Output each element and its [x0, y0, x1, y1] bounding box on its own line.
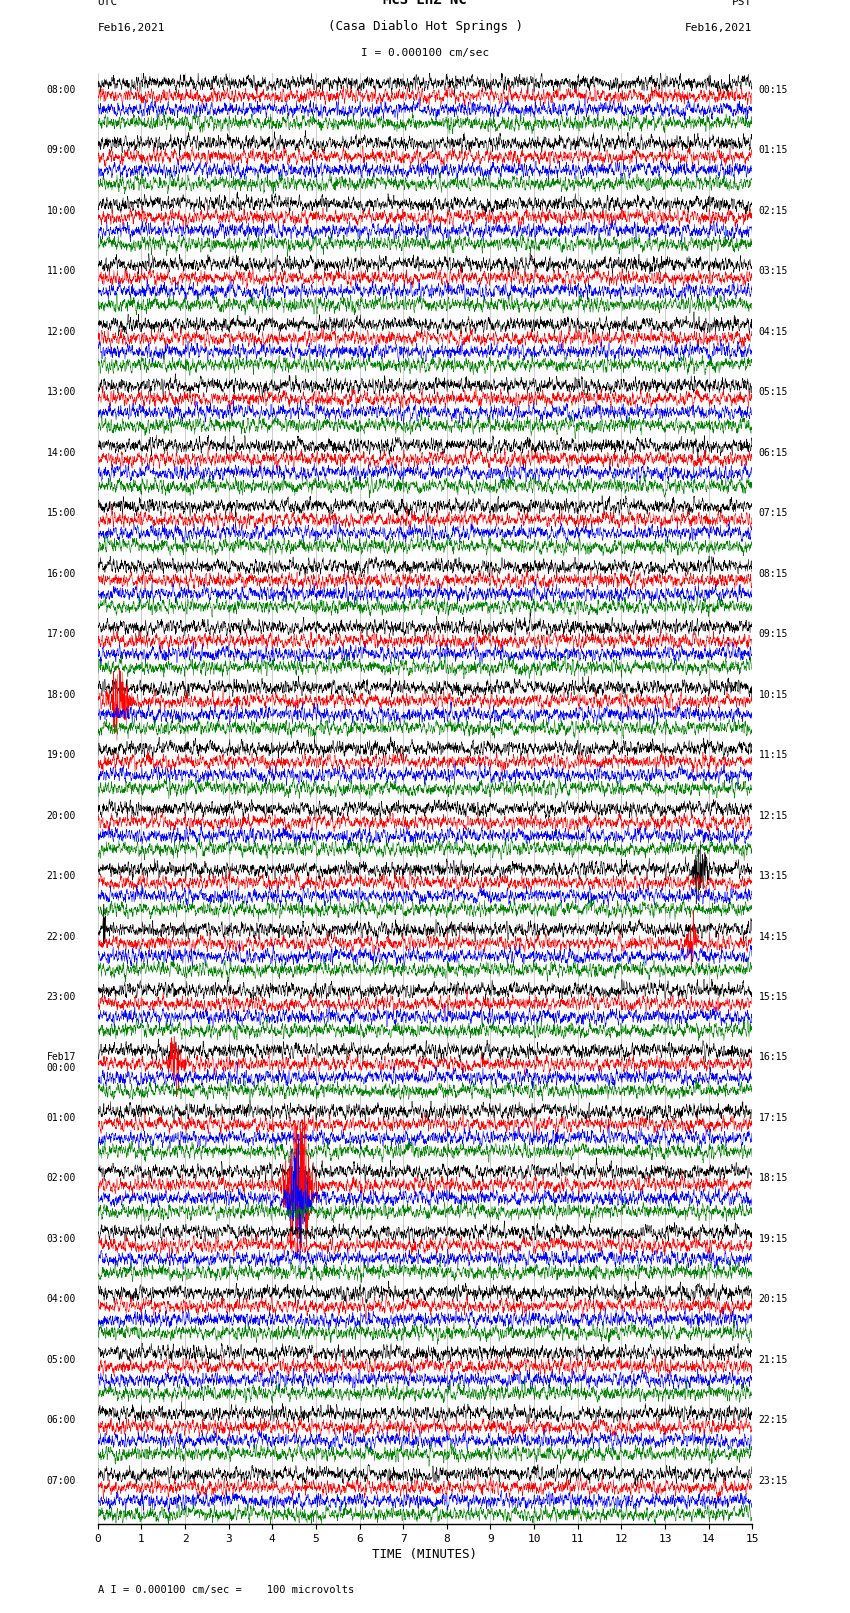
- Text: UTC: UTC: [98, 0, 118, 8]
- Text: 13:15: 13:15: [759, 871, 788, 881]
- Text: 12:00: 12:00: [47, 326, 76, 337]
- Text: 00:15: 00:15: [759, 85, 788, 95]
- Text: Feb16,2021: Feb16,2021: [98, 24, 165, 34]
- Text: 19:15: 19:15: [759, 1234, 788, 1244]
- Text: A I = 0.000100 cm/sec =    100 microvolts: A I = 0.000100 cm/sec = 100 microvolts: [98, 1586, 354, 1595]
- Text: 09:15: 09:15: [759, 629, 788, 639]
- Text: Feb17
00:00: Feb17 00:00: [47, 1053, 76, 1073]
- Text: 11:00: 11:00: [47, 266, 76, 276]
- Text: 15:15: 15:15: [759, 992, 788, 1002]
- X-axis label: TIME (MINUTES): TIME (MINUTES): [372, 1548, 478, 1561]
- Text: 06:15: 06:15: [759, 448, 788, 458]
- Text: 01:00: 01:00: [47, 1113, 76, 1123]
- Text: 14:15: 14:15: [759, 932, 788, 942]
- Text: 02:00: 02:00: [47, 1174, 76, 1184]
- Text: 01:15: 01:15: [759, 145, 788, 155]
- Text: 20:15: 20:15: [759, 1294, 788, 1305]
- Text: 16:15: 16:15: [759, 1053, 788, 1063]
- Text: 05:15: 05:15: [759, 387, 788, 397]
- Text: 04:00: 04:00: [47, 1294, 76, 1305]
- Text: 11:15: 11:15: [759, 750, 788, 760]
- Text: 12:15: 12:15: [759, 811, 788, 821]
- Text: 17:15: 17:15: [759, 1113, 788, 1123]
- Text: 10:00: 10:00: [47, 206, 76, 216]
- Text: 23:00: 23:00: [47, 992, 76, 1002]
- Text: 02:15: 02:15: [759, 206, 788, 216]
- Text: 23:15: 23:15: [759, 1476, 788, 1486]
- Text: (Casa Diablo Hot Springs ): (Casa Diablo Hot Springs ): [327, 21, 523, 34]
- Text: 21:00: 21:00: [47, 871, 76, 881]
- Text: I = 0.000100 cm/sec: I = 0.000100 cm/sec: [361, 48, 489, 58]
- Text: 22:15: 22:15: [759, 1416, 788, 1426]
- Text: 17:00: 17:00: [47, 629, 76, 639]
- Text: 19:00: 19:00: [47, 750, 76, 760]
- Text: 22:00: 22:00: [47, 932, 76, 942]
- Text: 03:15: 03:15: [759, 266, 788, 276]
- Text: 06:00: 06:00: [47, 1416, 76, 1426]
- Text: 18:15: 18:15: [759, 1174, 788, 1184]
- Text: 21:15: 21:15: [759, 1355, 788, 1365]
- Text: MCS EHZ NC: MCS EHZ NC: [383, 0, 467, 8]
- Text: 08:15: 08:15: [759, 569, 788, 579]
- Text: 09:00: 09:00: [47, 145, 76, 155]
- Text: 20:00: 20:00: [47, 811, 76, 821]
- Text: 03:00: 03:00: [47, 1234, 76, 1244]
- Text: 14:00: 14:00: [47, 448, 76, 458]
- Text: 07:15: 07:15: [759, 508, 788, 518]
- Text: 13:00: 13:00: [47, 387, 76, 397]
- Text: 10:15: 10:15: [759, 690, 788, 700]
- Text: Feb16,2021: Feb16,2021: [685, 24, 752, 34]
- Text: 16:00: 16:00: [47, 569, 76, 579]
- Text: 08:00: 08:00: [47, 85, 76, 95]
- Text: 15:00: 15:00: [47, 508, 76, 518]
- Text: 04:15: 04:15: [759, 326, 788, 337]
- Text: 05:00: 05:00: [47, 1355, 76, 1365]
- Text: PST: PST: [732, 0, 752, 8]
- Text: 18:00: 18:00: [47, 690, 76, 700]
- Text: 07:00: 07:00: [47, 1476, 76, 1486]
